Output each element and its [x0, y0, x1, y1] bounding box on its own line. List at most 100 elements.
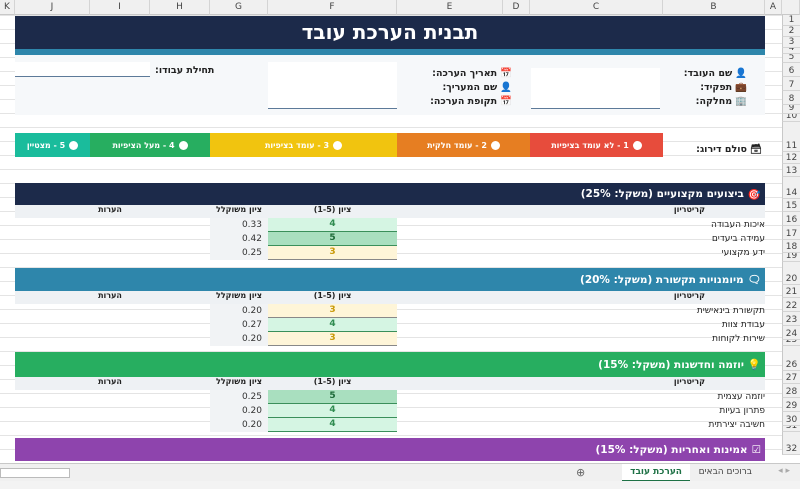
row-header[interactable]: 13 — [782, 164, 800, 177]
row-header[interactable]: 28 — [782, 384, 800, 398]
score-cell[interactable]: 3 — [268, 246, 397, 260]
notes-cell[interactable] — [15, 418, 210, 432]
row-header[interactable]: 15 — [782, 199, 800, 212]
notes-cell[interactable] — [15, 404, 210, 418]
employee-name-label: 👤 שם העובד: — [683, 68, 747, 79]
row-header[interactable]: 2 — [782, 26, 800, 37]
employee-info-input[interactable] — [531, 68, 660, 109]
weighted-score-cell: 0.42 — [210, 232, 268, 246]
row-header[interactable]: 25 — [782, 340, 800, 346]
row-header[interactable]: 17 — [782, 226, 800, 240]
notes-cell[interactable] — [15, 304, 210, 318]
notes-cell[interactable] — [15, 390, 210, 404]
row-header[interactable]: 9 — [782, 105, 800, 114]
evaluator-label: 👤 שם המעריך: — [442, 82, 512, 93]
row-header[interactable]: 19 — [782, 253, 800, 262]
lightbulb-icon: 💡 — [747, 359, 761, 371]
row-header[interactable]: 24 — [782, 326, 800, 340]
column-header[interactable]: F — [268, 0, 397, 15]
score-cell[interactable]: 4 — [268, 418, 397, 432]
score-cell[interactable]: 5 — [268, 232, 397, 246]
row-header[interactable]: 5 — [782, 54, 800, 63]
table-header: קריטריון ציון (1-5) ציון משוקלל הערות — [15, 291, 765, 304]
weighted-score-cell: 0.27 — [210, 318, 268, 332]
row-header[interactable]: 22 — [782, 298, 800, 312]
row-header[interactable]: 31 — [782, 426, 800, 432]
row-header[interactable]: 6 — [782, 63, 800, 77]
criterion-cell[interactable]: עמידה ביעדים — [711, 234, 765, 244]
rating-level-5: 5 - מצטיין — [15, 133, 90, 157]
row-header[interactable]: 7 — [782, 77, 800, 91]
column-header[interactable]: I — [90, 0, 150, 15]
row-header[interactable]: 4 — [782, 48, 800, 54]
eval-date-label: 📅 תאריך הערכה: — [432, 68, 512, 79]
row-header[interactable]: 30 — [782, 412, 800, 426]
circle-icon — [333, 140, 343, 150]
criterion-cell[interactable]: חשיבה יצירתית — [708, 420, 765, 430]
add-sheet-icon[interactable]: ⊕ — [576, 466, 586, 479]
sheet-tab-employee-eval[interactable]: הערכת עובד — [622, 464, 690, 482]
criterion-cell[interactable]: שירות לקוחות — [712, 334, 765, 344]
row-header[interactable]: 8 — [782, 91, 800, 105]
criterion-header: קריטריון — [673, 205, 705, 214]
column-header[interactable]: D — [503, 0, 530, 15]
row-header[interactable]: 32 — [782, 432, 800, 455]
score-cell[interactable]: 3 — [268, 304, 397, 318]
column-header[interactable]: C — [530, 0, 663, 15]
notes-cell[interactable] — [15, 232, 210, 246]
eval-info-input[interactable] — [268, 62, 397, 109]
score-cell[interactable]: 4 — [268, 404, 397, 418]
score-cell[interactable]: 3 — [268, 332, 397, 346]
score-cell[interactable]: 4 — [268, 218, 397, 232]
select-all-corner[interactable] — [782, 0, 800, 15]
row-header[interactable]: 26 — [782, 346, 800, 371]
horizontal-scrollbar[interactable] — [0, 468, 70, 478]
row-header[interactable]: 27 — [782, 371, 800, 384]
row-header[interactable]: 10 — [782, 114, 800, 122]
criterion-cell[interactable]: ידע מקצועי — [721, 248, 765, 258]
row-header[interactable]: 11 — [782, 122, 800, 152]
column-header[interactable]: E — [397, 0, 503, 15]
column-header[interactable]: H — [150, 0, 210, 15]
row-header[interactable]: 29 — [782, 398, 800, 412]
column-header[interactable]: A — [765, 0, 782, 15]
column-header[interactable]: J — [15, 0, 90, 15]
score-cell[interactable]: 5 — [268, 390, 397, 404]
row-header[interactable]: 18 — [782, 240, 800, 253]
row-header[interactable]: 16 — [782, 212, 800, 226]
row-header[interactable]: 1 — [782, 15, 800, 26]
criterion-cell[interactable]: איכות העבודה — [711, 220, 765, 230]
row-header[interactable]: 23 — [782, 312, 800, 326]
column-header[interactable]: G — [210, 0, 268, 15]
status-bar — [0, 481, 800, 489]
start-date-input[interactable] — [15, 62, 150, 77]
tab-scroll-arrows[interactable]: ◂ ▸ — [778, 466, 790, 476]
title-accent-strip — [15, 49, 765, 55]
row-header[interactable]: 21 — [782, 285, 800, 298]
criterion-cell[interactable]: עבודת צוות — [721, 320, 765, 330]
notes-cell[interactable] — [15, 218, 210, 232]
checkbox-icon: ☑ — [751, 443, 761, 456]
score-cell[interactable]: 4 — [268, 318, 397, 332]
criterion-cell[interactable]: פתרון בעיות — [719, 406, 765, 416]
weighted-score-cell: 0.20 — [210, 332, 268, 346]
row-header[interactable]: 20 — [782, 262, 800, 285]
eval-period-label: 📅 תקופת הערכה: — [430, 96, 512, 107]
weighted-header: ציון משוקלל — [215, 291, 263, 300]
column-header[interactable]: K — [0, 0, 15, 15]
section-header: 💡 יוזמה וחדשנות (משקל: 15%) — [15, 352, 765, 377]
sheet-tab-welcome[interactable]: ברוכים הבאים — [698, 467, 752, 477]
row-header[interactable]: 3 — [782, 37, 800, 48]
row-header[interactable]: 14 — [782, 177, 800, 199]
row-header[interactable]: 12 — [782, 152, 800, 164]
table-row: תקשורת בינאישית 3 0.20 — [15, 304, 765, 318]
department-label: 🏢 מחלקה: — [695, 96, 747, 107]
notes-cell[interactable] — [15, 318, 210, 332]
criterion-cell[interactable]: יוזמה עצמית — [717, 392, 765, 402]
criterion-cell[interactable]: תקשורת בינאישית — [696, 306, 765, 316]
star-icon — [69, 140, 79, 150]
briefcase-icon: 💼 — [735, 82, 747, 93]
notes-cell[interactable] — [15, 246, 210, 260]
notes-cell[interactable] — [15, 332, 210, 346]
column-header[interactable]: B — [663, 0, 765, 15]
